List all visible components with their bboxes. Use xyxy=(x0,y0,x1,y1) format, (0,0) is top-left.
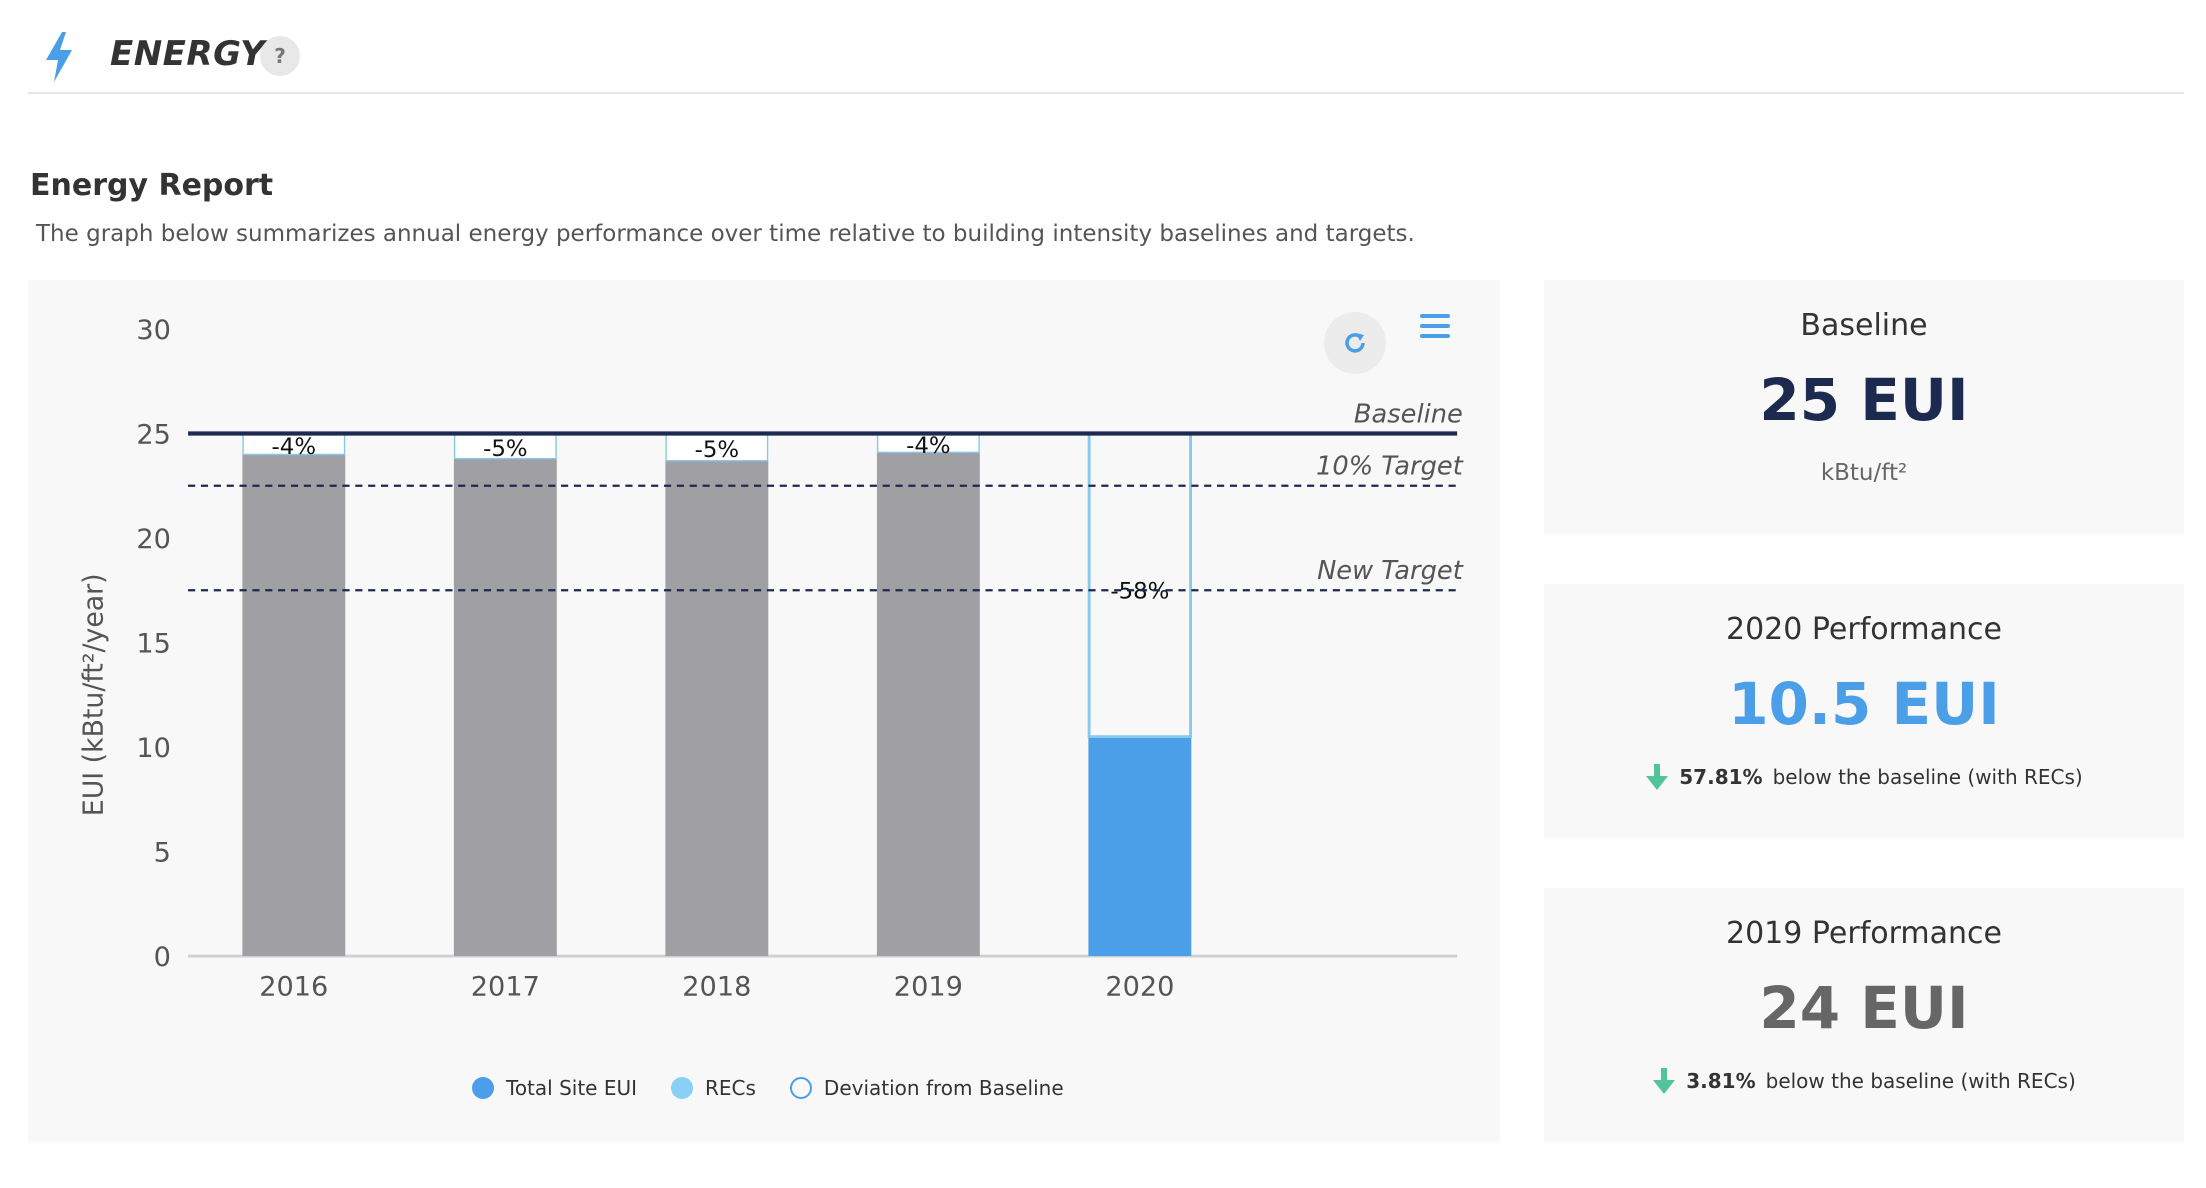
down-arrow-icon xyxy=(1646,764,1669,790)
chart-legend: Total Site EUI RECs Deviation from Basel… xyxy=(472,1076,1098,1100)
bar-label-2018: -5% xyxy=(695,437,740,463)
legend-item-deviation[interactable]: Deviation from Baseline xyxy=(789,1076,1064,1100)
performance-2019-percent: 3.81% xyxy=(1686,1069,1756,1093)
performance-2020-percent: 57.81% xyxy=(1679,765,1763,789)
y-tick-label: 0 xyxy=(154,942,171,973)
baseline-label: Baseline xyxy=(1800,308,1928,343)
performance-2019-label: 2019 Performance xyxy=(1726,916,2002,951)
legend-dot-deviation xyxy=(789,1077,812,1099)
legend-label-deviation: Deviation from Baseline xyxy=(823,1076,1064,1100)
y-tick-label: 30 xyxy=(136,315,171,346)
report-description: The graph below summarizes annual energy… xyxy=(36,221,1415,247)
x-tick-label: 2017 xyxy=(471,972,540,1003)
baseline-value: 25 EUI xyxy=(1759,366,1969,434)
legend-item-site-eui[interactable]: Total Site EUI xyxy=(472,1076,637,1100)
bolt-icon xyxy=(46,32,72,82)
performance-2020-value: 10.5 EUI xyxy=(1728,670,2000,738)
performance-2019-note-text: below the baseline (with RECs) xyxy=(1765,1069,2076,1093)
bar-label-2020: -58% xyxy=(1110,579,1169,605)
baseline-unit: kBtu/ft² xyxy=(1820,460,1908,486)
bar-site-eui-2016 xyxy=(242,454,346,957)
energy-header: ENERGY ? xyxy=(28,28,2184,94)
hamburger-menu-icon xyxy=(1420,314,1450,318)
bar-deviation-2018 xyxy=(665,432,769,462)
bar-site-eui-2019 xyxy=(876,452,980,957)
performance-2019-value: 24 EUI xyxy=(1759,974,1969,1042)
performance-2019-card: 2019 Performance 24 EUI 3.81% below the … xyxy=(1544,888,2184,1142)
performance-2020-note-text: below the baseline (with RECs) xyxy=(1772,765,2083,789)
y-tick-label: 25 xyxy=(136,420,171,451)
help-button[interactable]: ? xyxy=(260,36,300,76)
baseline-card: Baseline 25 EUI kBtu/ft² xyxy=(1544,280,2184,534)
reference-label-10-target: 10% Target xyxy=(1316,452,1464,482)
refresh-icon xyxy=(1345,333,1365,353)
refresh-button[interactable] xyxy=(1324,312,1386,374)
y-tick-label: 5 xyxy=(154,838,171,869)
y-tick-label: 10 xyxy=(136,733,171,764)
hamburger-menu-icon xyxy=(1420,334,1450,338)
performance-2019-note: 3.81% below the baseline (with RECs) xyxy=(1544,1068,2184,1094)
legend-dot-recs xyxy=(671,1077,693,1099)
performance-2020-card: 2020 Performance 10.5 EUI 57.81% below t… xyxy=(1544,584,2184,838)
y-axis-label: EUI (kBtu/ft²/year) xyxy=(78,573,109,816)
bar-label-2017: -5% xyxy=(483,436,528,462)
x-tick-label: 2016 xyxy=(259,972,328,1003)
x-tick-label: 2019 xyxy=(894,972,963,1003)
y-tick-label: 20 xyxy=(136,524,171,555)
bar-site-eui-2020 xyxy=(1088,736,1192,957)
chart-menu-button[interactable] xyxy=(1420,314,1454,342)
eui-bar-chart: 0 5 10 15 20 25 30 EUI (kBtu/ft²/year) -4% 2016 -5… xyxy=(78,315,1464,1003)
legend-label-site-eui: Total Site EUI xyxy=(506,1076,637,1100)
performance-2020-note: 57.81% below the baseline (with RECs) xyxy=(1544,764,2184,790)
down-arrow-icon xyxy=(1653,1068,1676,1094)
x-tick-label: 2018 xyxy=(682,972,751,1003)
y-tick-label: 15 xyxy=(136,629,171,660)
reference-label-baseline: Baseline xyxy=(1354,399,1463,429)
bar-deviation-2017 xyxy=(453,432,557,460)
report-title: Energy Report xyxy=(30,168,274,203)
legend-dot-site-eui xyxy=(472,1077,494,1099)
hamburger-menu-icon xyxy=(1420,324,1450,328)
bar-label-2019: -4% xyxy=(906,433,951,459)
section-title: ENERGY xyxy=(110,34,266,74)
legend-item-recs[interactable]: RECs xyxy=(671,1076,756,1100)
bar-site-eui-2018 xyxy=(665,460,769,957)
x-tick-label: 2020 xyxy=(1105,972,1174,1003)
legend-label-recs: RECs xyxy=(705,1076,756,1100)
chart-panel: 0 5 10 15 20 25 30 EUI (kBtu/ft²/year) -4% 2016 -5… xyxy=(28,280,1500,1142)
bar-label-2016: -4% xyxy=(272,434,317,460)
performance-2020-label: 2020 Performance xyxy=(1726,612,2002,647)
reference-label-new-target: New Target xyxy=(1317,556,1464,586)
bar-site-eui-2017 xyxy=(453,458,557,957)
